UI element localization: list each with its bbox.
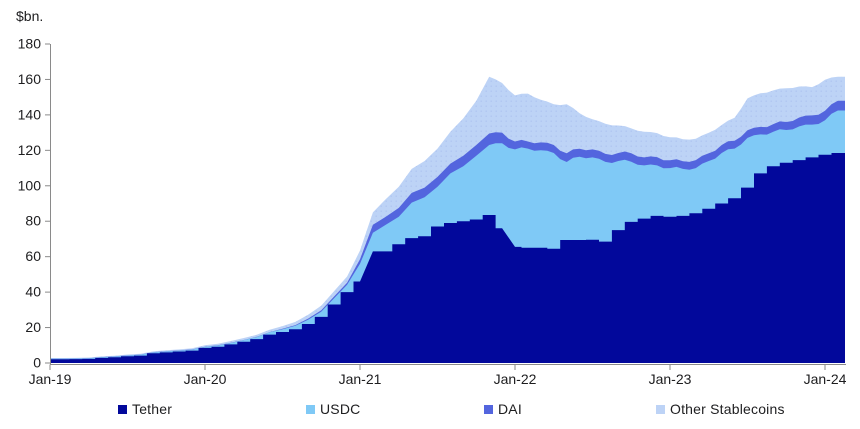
y-tick-label: 0 — [33, 355, 41, 371]
x-tick-label: Jan-24 — [804, 371, 847, 387]
y-axis-unit-label: $bn. — [16, 8, 43, 24]
y-tick-label: 60 — [25, 248, 41, 264]
legend-item-other-stablecoins: Other Stablecoins — [656, 401, 785, 417]
tether-swatch-icon — [118, 404, 127, 414]
y-tick-label: 180 — [18, 36, 42, 52]
area-tether — [50, 153, 845, 363]
legend-label: USDC — [320, 401, 361, 417]
dai-swatch-icon — [484, 404, 493, 414]
axes: 0 20 40 60 80 100 120 140 160 180 Jan-19 Jan-20 Jan-… — [18, 36, 847, 388]
legend-label: DAI — [498, 401, 522, 417]
area-bands — [50, 76, 845, 364]
y-tick-label: 120 — [18, 142, 42, 158]
legend-item-usdc: USDC — [306, 401, 360, 417]
y-tick-label: 40 — [25, 284, 41, 300]
x-tick-label: Jan-21 — [339, 371, 382, 387]
x-tick-label: Jan-22 — [494, 371, 537, 387]
y-tick-label: 20 — [25, 319, 41, 335]
y-tick-label: 80 — [25, 213, 41, 229]
legend-item-tether: Tether — [118, 401, 172, 417]
stacked-area-plot: $bn. 0 20 40 60 80 100 120 140 160 180 Jan-19 Jan-2… — [16, 8, 847, 388]
legend-label: Tether — [132, 401, 173, 417]
x-tick-label: Jan-23 — [649, 371, 692, 387]
y-tick-label: 100 — [18, 177, 42, 193]
y-tick-label: 160 — [18, 71, 42, 87]
y-tick-label: 140 — [18, 106, 42, 122]
x-tick-label: Jan-19 — [29, 371, 72, 387]
legend-label: Other Stablecoins — [670, 401, 785, 417]
x-tick-label: Jan-20 — [184, 371, 227, 387]
usdc-swatch-icon — [306, 404, 315, 414]
legend-item-dai: DAI — [484, 401, 522, 417]
chart-legend: Tether USDC DAI Other Stablecoins — [0, 399, 860, 429]
other-stablecoins-swatch-icon — [656, 404, 665, 414]
